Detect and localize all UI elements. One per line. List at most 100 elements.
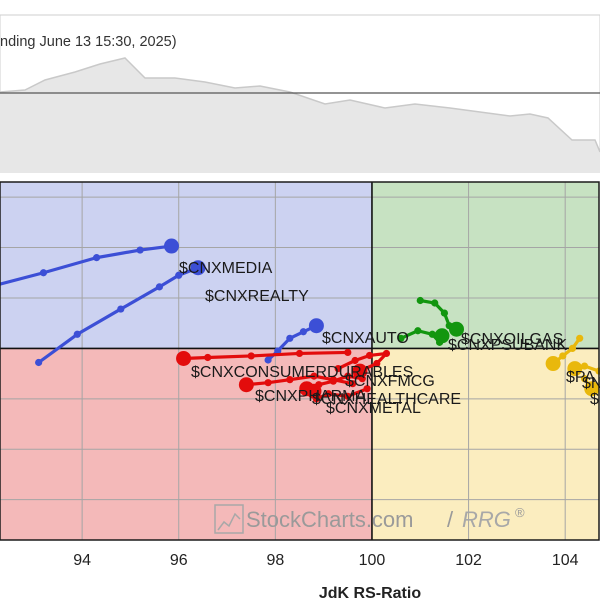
tail-point-0-3[interactable] (136, 246, 144, 254)
tail-head-11[interactable] (567, 361, 583, 377)
tail-label-realty: $CNXREALTY (205, 288, 309, 305)
tail-point-8-1[interactable] (431, 299, 439, 307)
tail-point-0-2[interactable] (93, 254, 101, 262)
tail-point-5-2[interactable] (310, 372, 318, 380)
tail-point-1-3[interactable] (155, 283, 164, 291)
tail-point-12-0[interactable] (580, 375, 589, 383)
watermark-main-text: StockCharts.com (246, 507, 414, 532)
tail-9 (397, 327, 450, 346)
x-tick-label-5: 104 (552, 552, 579, 569)
quadrant-improving (0, 182, 372, 349)
tail-0 (0, 238, 179, 286)
tail-point-4-2[interactable] (365, 351, 374, 360)
x-axis-ticks: 94 96 98 100 102 104 (73, 552, 578, 569)
tail-point-3-3[interactable] (204, 353, 212, 362)
tail-label-auto: $CNXAUTO (322, 330, 409, 347)
tail-label-fmcg: $CNXFMCG (345, 373, 435, 390)
chart-subtitle: nding June 13 15:30, 2025) (0, 34, 177, 50)
tail-label-consumerdurables: $CNXCONSUMERDURABLES (191, 364, 413, 381)
tail-12 (580, 375, 600, 397)
tail-point-1-1[interactable] (73, 330, 81, 338)
tail-3 (176, 348, 352, 366)
tail-point-4-0[interactable] (334, 364, 342, 373)
tail-point-8-0[interactable] (416, 296, 424, 305)
tail-point-4-4[interactable] (373, 359, 381, 368)
tail-point-10-0[interactable] (576, 334, 584, 342)
rrg-plot-frame (0, 181, 600, 541)
tail-7 (306, 383, 371, 403)
tail-labels: $CNXMEDIA $CNXREALTY $CNXAUTO $CNXCONSUM… (179, 260, 600, 417)
tail-point-6-1[interactable] (344, 372, 352, 380)
tail-point-2-3[interactable] (299, 328, 307, 336)
quadrant-weakening (371, 348, 599, 540)
tail-point-6-2[interactable] (329, 377, 337, 385)
quadrant-leading (371, 182, 599, 349)
tail-label-media: $CNXMEDIA (179, 260, 273, 277)
tail-head-1[interactable] (190, 260, 206, 276)
mini-area-line (0, 57, 600, 153)
watermark-rrg-text: RRG (462, 507, 511, 532)
tail-8 (416, 296, 464, 337)
tail-1 (35, 260, 206, 367)
tail-point-10-1[interactable] (568, 344, 577, 352)
tail-4 (334, 349, 391, 379)
x-tick-label-4: 102 (455, 552, 482, 569)
tail-point-2-1[interactable] (274, 347, 282, 355)
x-axis-title: JdK RS-Ratio (319, 585, 421, 600)
tail-point-7-1[interactable] (344, 392, 352, 400)
tail-head-3[interactable] (176, 350, 192, 366)
tail-point-7-2[interactable] (324, 390, 333, 398)
mini-price-panel: nding June 13 15:30, 2025) (0, 14, 600, 173)
tail-label-n: $N (582, 375, 600, 392)
tail-head-4[interactable] (352, 363, 368, 379)
quadrant-lagging (0, 348, 372, 540)
tail-point-5-3[interactable] (286, 376, 294, 384)
tail-point-4-3[interactable] (382, 349, 391, 358)
tail-point-1-4[interactable] (175, 271, 183, 279)
tail-point-9-1[interactable] (414, 327, 422, 335)
grid-lines (0, 182, 599, 540)
watermark-logo-icon (214, 504, 244, 534)
tail-head-5[interactable] (238, 377, 254, 393)
tail-point-2-0[interactable] (264, 356, 272, 364)
tail-point-3-2[interactable] (247, 352, 255, 360)
tail-point-7-0[interactable] (363, 385, 371, 393)
tail-label-pa: $PA (566, 369, 595, 386)
tail-point-3-1[interactable] (295, 349, 304, 358)
tail-label-healthcare: $CNXHEALTHCARE (312, 391, 461, 408)
mini-area-fill (0, 58, 600, 172)
tail-point-6-0[interactable] (358, 375, 366, 383)
tail-head-12[interactable] (584, 381, 600, 397)
watermark-chart-icon (217, 512, 241, 531)
tail-point-10-2[interactable] (559, 352, 567, 360)
x-tick-label-1: 96 (170, 552, 188, 569)
tail-point-1-0[interactable] (35, 358, 43, 367)
tail-point-1-2[interactable] (117, 305, 125, 313)
tail-head-2[interactable] (308, 318, 324, 334)
tail-head-7[interactable] (306, 383, 322, 399)
tail-point-8-2[interactable] (440, 309, 449, 317)
tail-point-9-0[interactable] (397, 334, 405, 342)
tail-head-10[interactable] (545, 356, 561, 372)
rrg-tails (0, 238, 600, 403)
tail-head-9[interactable] (434, 328, 450, 344)
tail-point-9-2[interactable] (428, 330, 436, 338)
tail-point-3-0[interactable] (344, 348, 352, 357)
tail-point-5-0[interactable] (349, 380, 357, 388)
rrg-main-panel: StockCharts.com / RRG ® $CNXMEDIA $CNXRE… (0, 181, 600, 541)
tail-point-0-1[interactable] (39, 269, 48, 277)
watermark-separator: / (447, 507, 454, 532)
tail-point-5-4[interactable] (264, 379, 272, 387)
x-tick-label-0: 94 (73, 552, 91, 569)
x-tick-label-2: 98 (266, 552, 284, 569)
tail-point-2-2[interactable] (286, 334, 294, 342)
tail-head-8[interactable] (448, 321, 464, 337)
tail-point-11-1[interactable] (580, 362, 589, 370)
tail-10 (545, 334, 584, 372)
x-tick-label-3: 100 (359, 552, 386, 569)
stockcharts-watermark: StockCharts.com / RRG ® (214, 504, 525, 534)
tail-label-s: $ (590, 391, 599, 408)
tail-point-4-1[interactable] (351, 356, 359, 365)
tail-head-0[interactable] (163, 238, 179, 254)
